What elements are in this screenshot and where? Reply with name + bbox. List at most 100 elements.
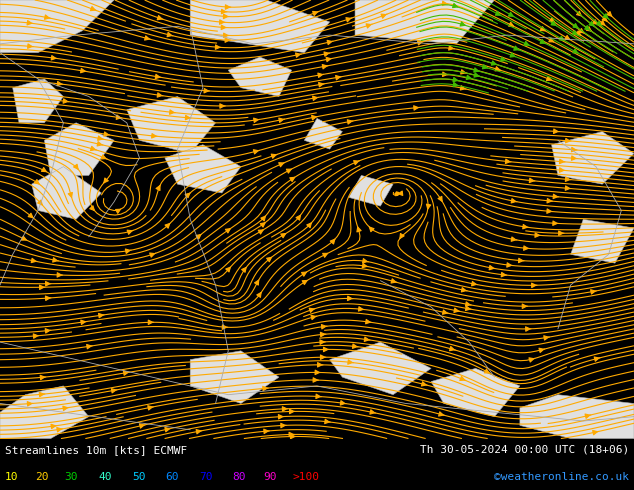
- FancyArrowPatch shape: [346, 18, 352, 22]
- FancyArrowPatch shape: [593, 430, 598, 435]
- FancyArrowPatch shape: [34, 334, 39, 338]
- FancyArrowPatch shape: [116, 115, 122, 120]
- FancyArrowPatch shape: [185, 193, 190, 198]
- FancyArrowPatch shape: [465, 306, 471, 311]
- FancyArrowPatch shape: [508, 22, 514, 26]
- Text: 40: 40: [98, 472, 112, 482]
- FancyArrowPatch shape: [279, 163, 285, 167]
- FancyArrowPatch shape: [28, 213, 33, 218]
- FancyArrowPatch shape: [417, 41, 424, 45]
- FancyArrowPatch shape: [221, 25, 227, 29]
- FancyArrowPatch shape: [261, 216, 266, 221]
- FancyArrowPatch shape: [586, 26, 592, 31]
- FancyArrowPatch shape: [526, 327, 531, 331]
- FancyArrowPatch shape: [553, 221, 559, 225]
- FancyArrowPatch shape: [165, 223, 170, 228]
- FancyArrowPatch shape: [91, 147, 96, 150]
- FancyArrowPatch shape: [347, 296, 353, 300]
- Polygon shape: [32, 167, 101, 220]
- FancyArrowPatch shape: [571, 147, 577, 152]
- FancyArrowPatch shape: [315, 370, 321, 374]
- FancyArrowPatch shape: [225, 5, 231, 9]
- FancyArrowPatch shape: [254, 149, 259, 154]
- FancyArrowPatch shape: [39, 285, 45, 290]
- FancyArrowPatch shape: [221, 9, 227, 14]
- FancyArrowPatch shape: [226, 229, 230, 233]
- FancyArrowPatch shape: [453, 77, 458, 82]
- FancyArrowPatch shape: [309, 308, 315, 313]
- FancyArrowPatch shape: [482, 65, 488, 69]
- FancyArrowPatch shape: [28, 44, 33, 49]
- FancyArrowPatch shape: [566, 177, 571, 181]
- FancyArrowPatch shape: [474, 68, 479, 72]
- FancyArrowPatch shape: [495, 11, 501, 16]
- Polygon shape: [349, 175, 393, 206]
- FancyArrowPatch shape: [204, 89, 210, 93]
- FancyArrowPatch shape: [279, 118, 285, 122]
- FancyArrowPatch shape: [573, 49, 579, 53]
- FancyArrowPatch shape: [453, 82, 458, 87]
- FancyArrowPatch shape: [157, 16, 163, 20]
- FancyArrowPatch shape: [335, 75, 342, 80]
- FancyArrowPatch shape: [242, 268, 246, 272]
- FancyArrowPatch shape: [281, 423, 287, 428]
- FancyArrowPatch shape: [443, 72, 448, 76]
- Polygon shape: [552, 132, 634, 184]
- Polygon shape: [571, 220, 634, 263]
- FancyArrowPatch shape: [327, 40, 333, 45]
- FancyArrowPatch shape: [529, 358, 535, 362]
- FancyArrowPatch shape: [124, 371, 129, 375]
- FancyArrowPatch shape: [519, 258, 524, 263]
- FancyArrowPatch shape: [307, 223, 311, 228]
- FancyArrowPatch shape: [505, 159, 511, 164]
- FancyArrowPatch shape: [524, 246, 529, 250]
- FancyArrowPatch shape: [511, 237, 517, 242]
- FancyArrowPatch shape: [553, 194, 559, 198]
- FancyArrowPatch shape: [104, 132, 110, 136]
- FancyArrowPatch shape: [370, 227, 374, 232]
- FancyArrowPatch shape: [547, 198, 553, 203]
- FancyArrowPatch shape: [522, 304, 527, 308]
- FancyArrowPatch shape: [566, 186, 571, 190]
- FancyArrowPatch shape: [320, 332, 326, 337]
- FancyArrowPatch shape: [91, 6, 96, 11]
- FancyArrowPatch shape: [313, 11, 319, 16]
- FancyArrowPatch shape: [165, 427, 171, 432]
- Polygon shape: [190, 351, 279, 403]
- FancyArrowPatch shape: [501, 57, 506, 61]
- FancyArrowPatch shape: [348, 360, 354, 364]
- FancyArrowPatch shape: [46, 296, 51, 300]
- FancyArrowPatch shape: [501, 272, 507, 277]
- Polygon shape: [13, 79, 63, 123]
- Text: 10: 10: [5, 472, 18, 482]
- FancyArrowPatch shape: [576, 31, 581, 35]
- FancyArrowPatch shape: [81, 69, 86, 73]
- FancyArrowPatch shape: [302, 280, 307, 285]
- FancyArrowPatch shape: [491, 61, 497, 65]
- FancyArrowPatch shape: [223, 14, 229, 19]
- FancyArrowPatch shape: [381, 14, 387, 18]
- Polygon shape: [228, 57, 292, 97]
- Polygon shape: [330, 342, 431, 395]
- FancyArrowPatch shape: [44, 15, 50, 19]
- FancyArrowPatch shape: [323, 347, 329, 352]
- Text: 20: 20: [35, 472, 48, 482]
- FancyArrowPatch shape: [507, 263, 512, 267]
- Polygon shape: [127, 97, 216, 153]
- FancyArrowPatch shape: [323, 253, 328, 257]
- FancyArrowPatch shape: [579, 28, 584, 33]
- FancyArrowPatch shape: [439, 412, 444, 416]
- FancyArrowPatch shape: [320, 340, 325, 344]
- FancyArrowPatch shape: [101, 155, 107, 159]
- FancyArrowPatch shape: [34, 179, 39, 184]
- FancyArrowPatch shape: [104, 178, 108, 183]
- FancyArrowPatch shape: [68, 193, 72, 197]
- FancyArrowPatch shape: [148, 320, 154, 324]
- FancyArrowPatch shape: [81, 320, 86, 324]
- FancyArrowPatch shape: [316, 394, 321, 398]
- FancyArrowPatch shape: [224, 33, 229, 38]
- FancyArrowPatch shape: [45, 329, 51, 333]
- FancyArrowPatch shape: [51, 55, 57, 60]
- FancyArrowPatch shape: [366, 319, 372, 324]
- FancyArrowPatch shape: [313, 378, 319, 382]
